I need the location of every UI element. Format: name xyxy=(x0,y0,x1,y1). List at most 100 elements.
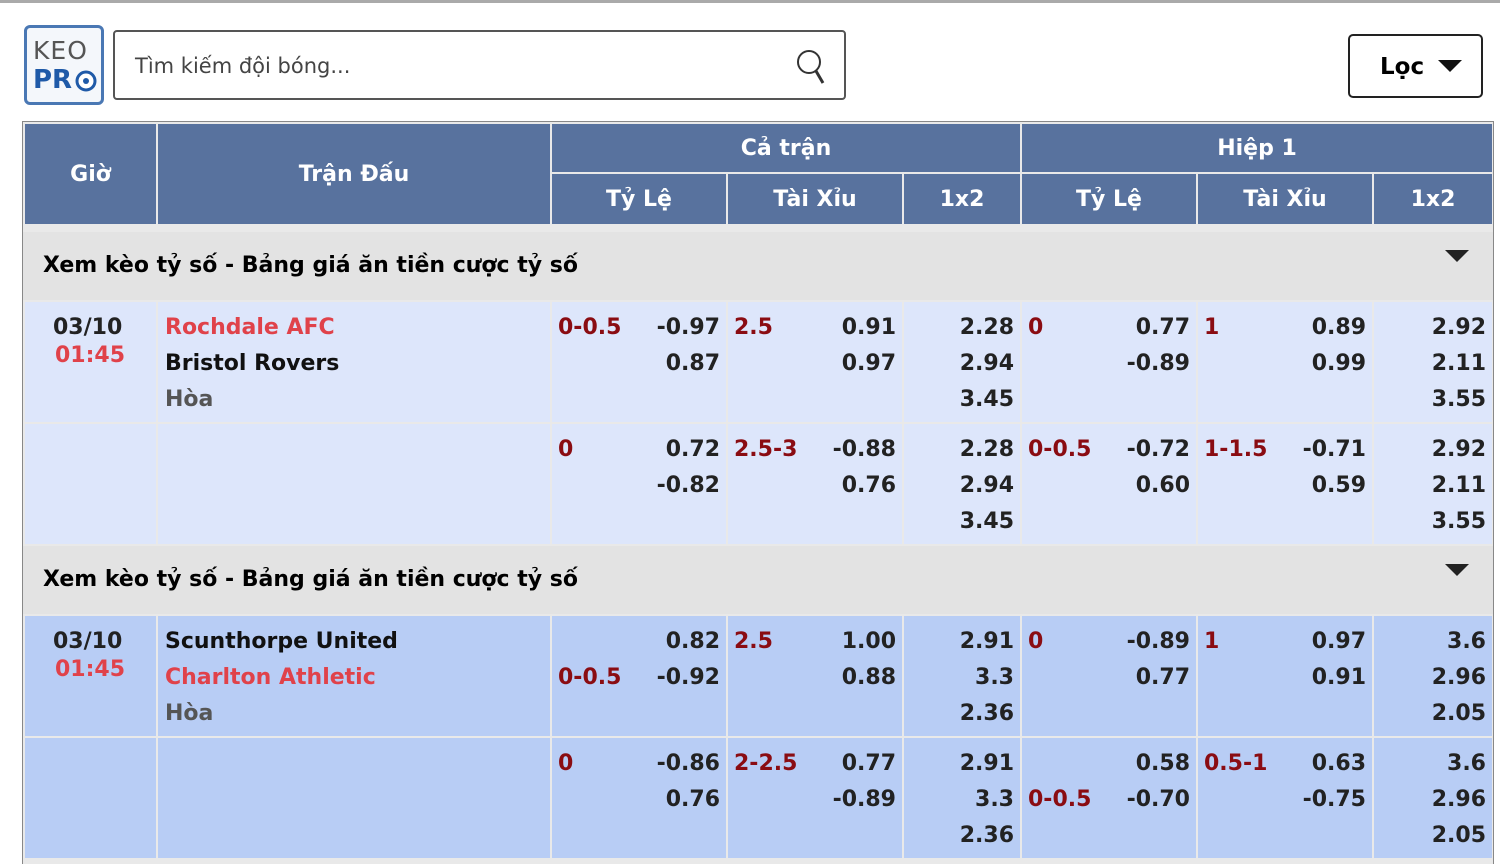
odds-value: 0.88 xyxy=(841,665,896,690)
odds-value: 0.77 xyxy=(1135,665,1190,690)
cell xyxy=(25,424,156,544)
odds-value: -0.72 xyxy=(1126,437,1190,462)
cell xyxy=(552,424,726,544)
odds-value: 2.36 xyxy=(959,823,1014,848)
section-arrow xyxy=(1445,564,1469,576)
handicap-line: 0 xyxy=(558,751,574,776)
odds-value: 2.91 xyxy=(959,751,1014,776)
team-name: Charlton Athletic xyxy=(165,665,376,690)
odds-value: 0.77 xyxy=(1135,315,1190,340)
handicap-line: 2.5-3 xyxy=(734,437,798,462)
handicap-line: 0-0.5 xyxy=(1028,787,1092,812)
odds-value: 0.77 xyxy=(841,751,896,776)
handicap-line: 0 xyxy=(1028,629,1044,654)
match-date: 03/10 xyxy=(53,315,123,340)
section-title: Xem kèo tỷ số - Bảng giá ăn tiền cược tỷ… xyxy=(43,567,578,592)
match-time: 01:45 xyxy=(55,343,126,368)
cell xyxy=(904,424,1020,544)
cell xyxy=(1374,738,1492,858)
cell xyxy=(158,424,550,544)
group-header: Cả trận xyxy=(552,124,1020,172)
cell xyxy=(728,424,902,544)
handicap-line: 0 xyxy=(1028,315,1044,340)
cell xyxy=(904,616,1020,736)
cell xyxy=(25,738,156,858)
cell xyxy=(158,302,550,422)
search-box[interactable]: Tìm kiếm đội bóng... xyxy=(113,30,846,100)
sub-header: 1x2 xyxy=(904,174,1020,224)
odds-value: 0.97 xyxy=(1311,629,1366,654)
odds-value: 0.59 xyxy=(1311,473,1366,498)
odds-value: 0.99 xyxy=(1311,351,1366,376)
odds-value: -0.75 xyxy=(1302,787,1366,812)
handicap-line: 2-2.5 xyxy=(734,751,798,776)
sub-header: Tỷ Lệ xyxy=(552,174,726,224)
cell xyxy=(728,616,902,736)
odds-value: 0.89 xyxy=(1311,315,1366,340)
odds-value: 3.45 xyxy=(959,387,1014,412)
odds-value: 2.05 xyxy=(1431,701,1486,726)
odds-value: 2.92 xyxy=(1431,437,1486,462)
odds-value: 0.87 xyxy=(665,351,720,376)
odds-value: -0.71 xyxy=(1302,437,1366,462)
sub-header: Tài Xỉu xyxy=(728,174,902,224)
odds-value: 3.6 xyxy=(1447,751,1486,776)
odds-value: 1.00 xyxy=(841,629,896,654)
handicap-line: 0.5-1 xyxy=(1204,751,1268,776)
odds-value: 2.94 xyxy=(959,351,1014,376)
cell xyxy=(904,738,1020,858)
cell xyxy=(1374,616,1492,736)
cell xyxy=(552,616,726,736)
logo-top: KEO xyxy=(33,36,88,65)
logo-bottom: PR xyxy=(33,65,73,95)
cell xyxy=(552,738,726,858)
cell xyxy=(1198,424,1372,544)
odds-value: 0.91 xyxy=(841,315,896,340)
cell xyxy=(1198,738,1372,858)
match-time: 01:45 xyxy=(55,657,126,682)
odds-value: 2.96 xyxy=(1431,665,1486,690)
odds-value: -0.88 xyxy=(832,437,896,462)
cell xyxy=(728,738,902,858)
odds-value: -0.89 xyxy=(1126,351,1190,376)
filter-button[interactable]: Lọc xyxy=(1348,34,1483,98)
odds-value: 3.55 xyxy=(1431,509,1486,534)
handicap-line: 0-0.5 xyxy=(1028,437,1092,462)
odds-value: 2.28 xyxy=(959,437,1014,462)
team-name: Scunthorpe United xyxy=(165,629,398,654)
cell xyxy=(1374,302,1492,422)
odds-value: 2.96 xyxy=(1431,787,1486,812)
odds-value: 3.6 xyxy=(1447,629,1486,654)
cell xyxy=(552,302,726,422)
odds-value: -0.86 xyxy=(656,751,720,776)
handicap-line: 1 xyxy=(1204,629,1220,654)
sub-header: Tỷ Lệ xyxy=(1022,174,1196,224)
odds-value: 2.92 xyxy=(1431,315,1486,340)
odds-value: 2.11 xyxy=(1431,473,1486,498)
odds-value: 0.60 xyxy=(1135,473,1190,498)
team-name: Rochdale AFC xyxy=(165,315,335,340)
team-name: Bristol Rovers xyxy=(165,351,340,376)
sub-header: Tài Xỉu xyxy=(1198,174,1372,224)
odds-value: 2.28 xyxy=(959,315,1014,340)
odds-value: 2.36 xyxy=(959,701,1014,726)
section-row[interactable]: Xem kèo tỷ số - Bảng giá ăn tiền cược tỷ… xyxy=(23,546,1493,614)
handicap-line: 1-1.5 xyxy=(1204,437,1268,462)
section-row[interactable]: Xem kèo tỷ số - Bảng giá ăn tiền cược tỷ… xyxy=(23,232,1493,300)
cell xyxy=(904,302,1020,422)
search-icon xyxy=(797,50,825,84)
handicap-line: 1 xyxy=(1204,315,1220,340)
odds-value: 2.94 xyxy=(959,473,1014,498)
odds-value: -0.89 xyxy=(832,787,896,812)
cell xyxy=(25,616,156,736)
odds-value: 0.82 xyxy=(665,629,720,654)
cell xyxy=(1198,302,1372,422)
logo[interactable]: KEO PR xyxy=(24,25,104,105)
handicap-line: 0-0.5 xyxy=(558,315,622,340)
odds-value: 2.05 xyxy=(1431,823,1486,848)
sub-header: 1x2 xyxy=(1374,174,1492,224)
odds-value: -0.97 xyxy=(656,315,720,340)
filter-label: Lọc xyxy=(1380,54,1425,80)
odds-value: 3.55 xyxy=(1431,387,1486,412)
